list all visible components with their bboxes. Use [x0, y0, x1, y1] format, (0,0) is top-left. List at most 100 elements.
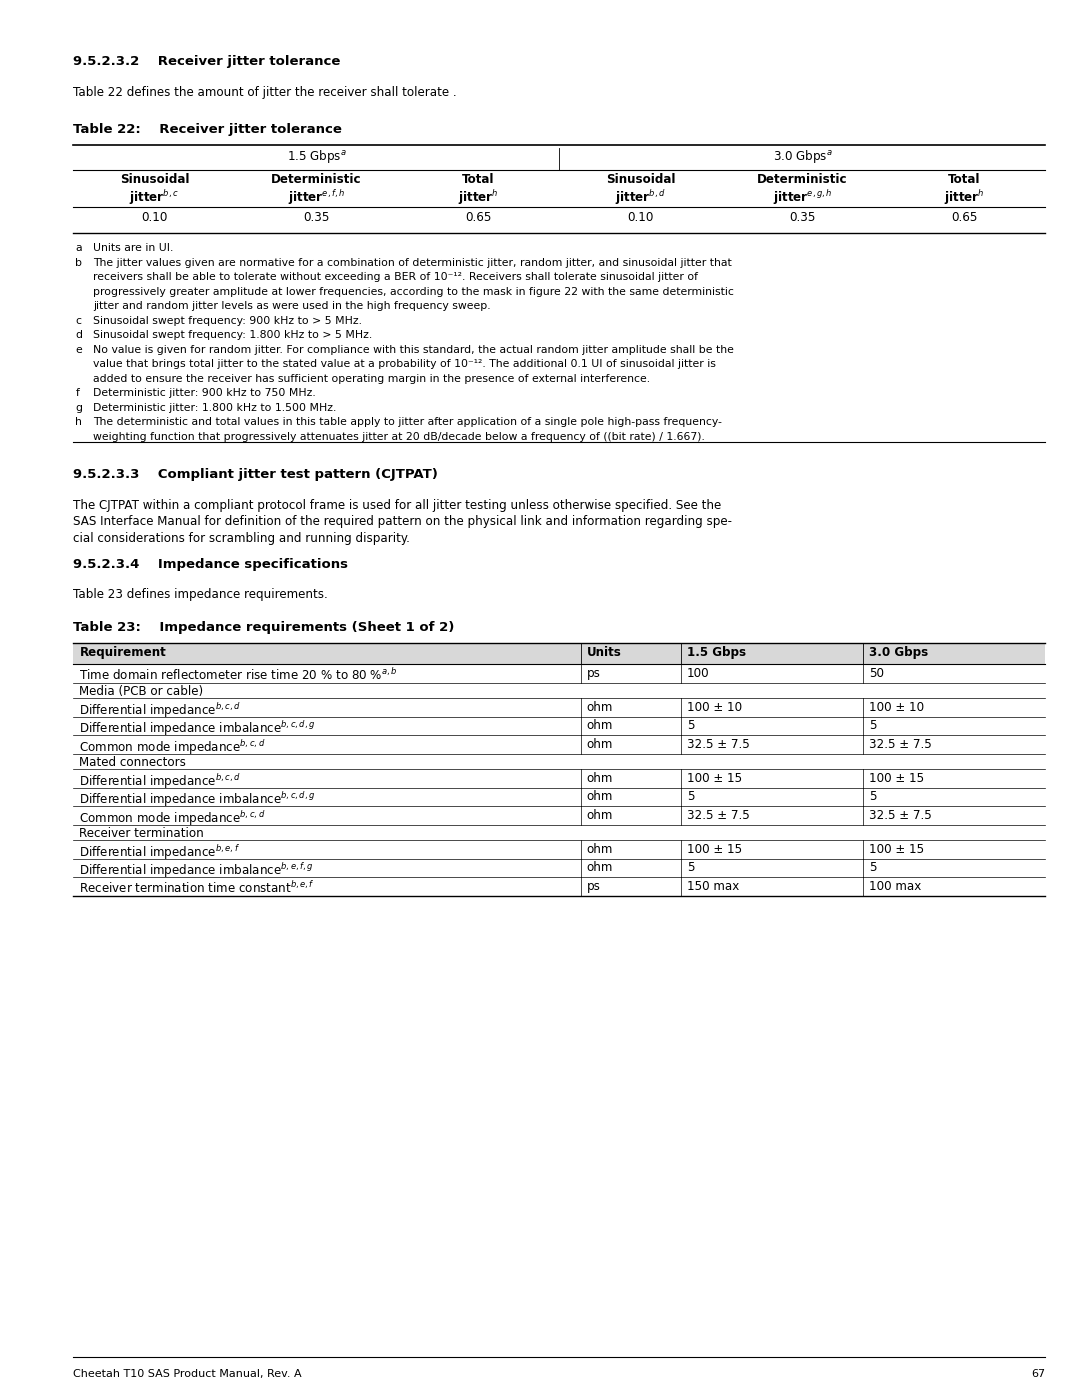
Text: a: a — [76, 243, 82, 253]
Text: Sinusoidal swept frequency: 1.800 kHz to > 5 MHz.: Sinusoidal swept frequency: 1.800 kHz to… — [94, 331, 373, 341]
Text: Receiver termination: Receiver termination — [80, 827, 204, 840]
Text: Total: Total — [462, 173, 495, 186]
Text: 100 max: 100 max — [868, 880, 921, 893]
Text: Time domain reflectometer rise time 20 % to 80 %$^{a,b}$: Time domain reflectometer rise time 20 %… — [80, 666, 399, 683]
Text: The CJTPAT within a compliant protocol frame is used for all jitter testing unle: The CJTPAT within a compliant protocol f… — [73, 499, 721, 511]
Text: Deterministic jitter: 900 kHz to 750 MHz.: Deterministic jitter: 900 kHz to 750 MHz… — [94, 388, 316, 398]
Text: Cheetah T10 SAS Product Manual, Rev. A: Cheetah T10 SAS Product Manual, Rev. A — [73, 1369, 302, 1379]
Text: 32.5 ± 7.5: 32.5 ± 7.5 — [868, 809, 931, 821]
Text: Table 23:    Impedance requirements (Sheet 1 of 2): Table 23: Impedance requirements (Sheet … — [73, 622, 455, 634]
Text: Media (PCB or cable): Media (PCB or cable) — [80, 685, 203, 698]
Text: jitter$^{b,c}$: jitter$^{b,c}$ — [130, 189, 179, 207]
Text: Units: Units — [586, 645, 622, 659]
Text: e: e — [76, 345, 82, 355]
Text: Table 22:    Receiver jitter tolerance: Table 22: Receiver jitter tolerance — [73, 123, 342, 136]
Text: 1.5 Gbps$^a$: 1.5 Gbps$^a$ — [286, 148, 347, 165]
Text: SAS Interface Manual for definition of the required pattern on the physical link: SAS Interface Manual for definition of t… — [73, 515, 732, 528]
Text: c: c — [76, 316, 81, 326]
Text: Deterministic jitter: 1.800 kHz to 1.500 MHz.: Deterministic jitter: 1.800 kHz to 1.500… — [94, 402, 337, 414]
Text: 100 ± 15: 100 ± 15 — [868, 771, 923, 785]
Text: 100 ± 15: 100 ± 15 — [687, 842, 742, 856]
Text: ohm: ohm — [586, 719, 613, 732]
Text: 3.0 Gbps: 3.0 Gbps — [868, 645, 928, 659]
Text: 150 max: 150 max — [687, 880, 739, 893]
Text: Units are in UI.: Units are in UI. — [94, 243, 174, 253]
Text: receivers shall be able to tolerate without exceeding a BER of 10⁻¹². Receivers : receivers shall be able to tolerate with… — [94, 272, 699, 282]
Text: No value is given for random jitter. For compliance with this standard, the actu: No value is given for random jitter. For… — [94, 345, 734, 355]
Text: 0.65: 0.65 — [465, 211, 491, 224]
Text: Requirement: Requirement — [80, 645, 166, 659]
Text: ohm: ohm — [586, 809, 613, 821]
Text: 5: 5 — [687, 791, 694, 803]
Text: 100: 100 — [687, 666, 710, 680]
Text: 9.5.2.3.2    Receiver jitter tolerance: 9.5.2.3.2 Receiver jitter tolerance — [73, 54, 341, 68]
Bar — [73, 644, 1045, 665]
Text: progressively greater amplitude at lower frequencies, according to the mask in f: progressively greater amplitude at lower… — [94, 286, 734, 298]
Text: ohm: ohm — [586, 771, 613, 785]
Text: Receiver termination time constant$^{b,e,f}$: Receiver termination time constant$^{b,e… — [80, 880, 315, 895]
Text: Deterministic: Deterministic — [271, 173, 362, 186]
Text: Deterministic: Deterministic — [757, 173, 848, 186]
Text: 67: 67 — [1031, 1369, 1045, 1379]
Text: 100 ± 10: 100 ± 10 — [868, 701, 923, 714]
Text: value that brings total jitter to the stated value at a probability of 10⁻¹². Th: value that brings total jitter to the st… — [94, 359, 716, 369]
Text: ps: ps — [586, 666, 600, 680]
Text: ohm: ohm — [586, 791, 613, 803]
Text: The deterministic and total values in this table apply to jitter after applicati: The deterministic and total values in th… — [94, 418, 723, 427]
Text: jitter$^{h}$: jitter$^{h}$ — [458, 189, 499, 207]
Text: Differential impedance imbalance$^{b,c,d,g}$: Differential impedance imbalance$^{b,c,d… — [80, 791, 315, 809]
Text: 3.0 Gbps$^a$: 3.0 Gbps$^a$ — [772, 148, 833, 165]
Text: b: b — [76, 258, 82, 268]
Text: cial considerations for scrambling and running disparity.: cial considerations for scrambling and r… — [73, 532, 410, 545]
Text: d: d — [76, 331, 82, 341]
Text: Differential impedance$^{b,e,f}$: Differential impedance$^{b,e,f}$ — [80, 842, 241, 862]
Text: 9.5.2.3.3    Compliant jitter test pattern (CJTPAT): 9.5.2.3.3 Compliant jitter test pattern … — [73, 468, 438, 482]
Text: Table 23 defines impedance requirements.: Table 23 defines impedance requirements. — [73, 588, 328, 601]
Text: Common mode impedance$^{b,c,d}$: Common mode impedance$^{b,c,d}$ — [80, 809, 266, 828]
Text: jitter$^{h}$: jitter$^{h}$ — [944, 189, 985, 207]
Text: 32.5 ± 7.5: 32.5 ± 7.5 — [687, 809, 750, 821]
Text: 5: 5 — [687, 719, 694, 732]
Text: 32.5 ± 7.5: 32.5 ± 7.5 — [868, 738, 931, 750]
Text: The jitter values given are normative for a combination of deterministic jitter,: The jitter values given are normative fo… — [94, 258, 732, 268]
Text: Table 22 defines the amount of jitter the receiver shall tolerate .: Table 22 defines the amount of jitter th… — [73, 87, 457, 99]
Text: Mated connectors: Mated connectors — [80, 756, 187, 768]
Text: ohm: ohm — [586, 862, 613, 875]
Text: Differential impedance$^{b,c,d}$: Differential impedance$^{b,c,d}$ — [80, 771, 241, 791]
Text: jitter and random jitter levels as were used in the high frequency sweep.: jitter and random jitter levels as were … — [94, 302, 491, 312]
Text: Sinusoidal: Sinusoidal — [606, 173, 675, 186]
Text: Sinusoidal: Sinusoidal — [120, 173, 189, 186]
Text: 0.65: 0.65 — [951, 211, 977, 224]
Text: 5: 5 — [868, 862, 876, 875]
Text: jitter$^{e,f,h}$: jitter$^{e,f,h}$ — [288, 189, 345, 207]
Text: Common mode impedance$^{b,c,d}$: Common mode impedance$^{b,c,d}$ — [80, 738, 266, 757]
Text: 32.5 ± 7.5: 32.5 ± 7.5 — [687, 738, 750, 750]
Text: f: f — [76, 388, 79, 398]
Text: added to ensure the receiver has sufficient operating margin in the presence of : added to ensure the receiver has suffici… — [94, 374, 650, 384]
Text: 0.35: 0.35 — [789, 211, 815, 224]
Text: 9.5.2.3.4    Impedance specifications: 9.5.2.3.4 Impedance specifications — [73, 557, 349, 570]
Text: ohm: ohm — [586, 738, 613, 750]
Text: g: g — [76, 402, 82, 414]
Text: weighting function that progressively attenuates jitter at 20 dB/decade below a : weighting function that progressively at… — [94, 432, 705, 441]
Text: h: h — [76, 418, 82, 427]
Text: 5: 5 — [868, 719, 876, 732]
Text: 0.35: 0.35 — [303, 211, 329, 224]
Text: ohm: ohm — [586, 701, 613, 714]
Text: ps: ps — [586, 880, 600, 893]
Text: Differential impedance$^{b,c,d}$: Differential impedance$^{b,c,d}$ — [80, 701, 241, 719]
Text: Differential impedance imbalance$^{b,c,d,g}$: Differential impedance imbalance$^{b,c,d… — [80, 719, 315, 738]
Text: 5: 5 — [687, 862, 694, 875]
Text: 100 ± 10: 100 ± 10 — [687, 701, 742, 714]
Text: Sinusoidal swept frequency: 900 kHz to > 5 MHz.: Sinusoidal swept frequency: 900 kHz to >… — [94, 316, 363, 326]
Text: jitter$^{b,d}$: jitter$^{b,d}$ — [615, 189, 666, 207]
Text: 100 ± 15: 100 ± 15 — [868, 842, 923, 856]
Text: jitter$^{e,g,h}$: jitter$^{e,g,h}$ — [772, 189, 833, 207]
Text: 0.10: 0.10 — [627, 211, 653, 224]
Text: Total: Total — [948, 173, 981, 186]
Text: Differential impedance imbalance$^{b,e,f,g}$: Differential impedance imbalance$^{b,e,f… — [80, 862, 314, 880]
Text: 5: 5 — [868, 791, 876, 803]
Text: 100 ± 15: 100 ± 15 — [687, 771, 742, 785]
Text: 0.10: 0.10 — [141, 211, 167, 224]
Text: 1.5 Gbps: 1.5 Gbps — [687, 645, 746, 659]
